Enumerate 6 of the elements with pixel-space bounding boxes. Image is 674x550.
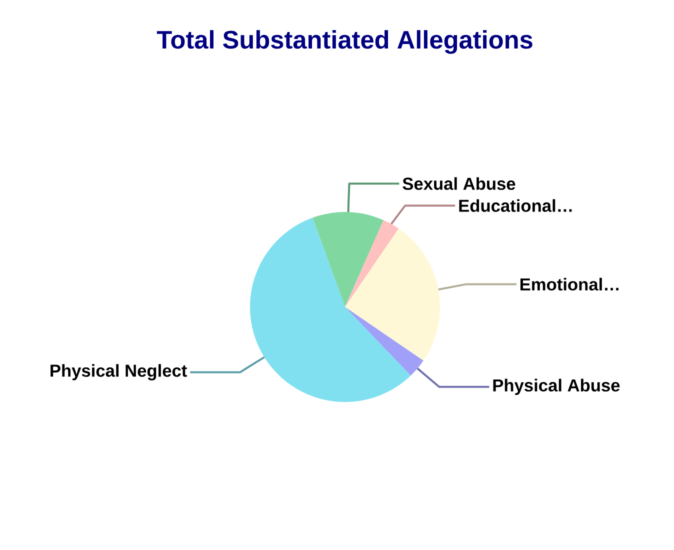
slice-label: Physical Neglect: [50, 364, 187, 380]
slice-label: Physical Abuse: [493, 378, 620, 395]
slice-label: Emotional…: [520, 278, 618, 291]
slice-label: Educational…: [459, 199, 572, 212]
slice-label: Sexual Abuse: [402, 177, 516, 190]
chart-title: Total Substantiated Allegations: [156, 30, 532, 54]
